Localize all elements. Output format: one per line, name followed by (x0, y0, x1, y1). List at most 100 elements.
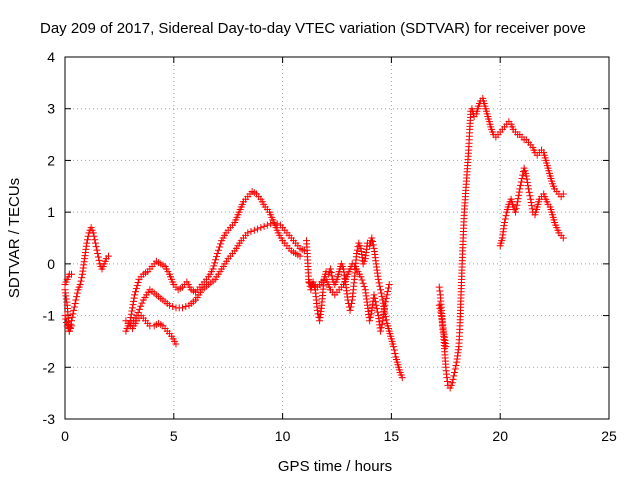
data-point (179, 304, 187, 312)
data-point (213, 250, 221, 258)
data-point (263, 221, 271, 229)
data-point (443, 374, 451, 382)
y-tick-label: 3 (47, 101, 55, 117)
data-point (165, 301, 173, 309)
data-point (435, 301, 443, 309)
data-point (451, 365, 459, 373)
data-point (214, 246, 222, 254)
data-point (527, 198, 535, 206)
data-point (73, 289, 81, 297)
data-point (385, 281, 393, 289)
data-point (353, 250, 361, 258)
data-point (376, 282, 384, 290)
data-point (131, 291, 139, 299)
data-point (210, 262, 218, 270)
y-tick-label: -1 (43, 308, 56, 324)
data-point (68, 313, 76, 321)
y-tick-labels: -3 -2 -1 0 1 2 3 4 (43, 49, 56, 427)
x-axis-title: GPS time / hours (278, 458, 392, 475)
data-point (390, 346, 398, 354)
data-point (247, 228, 255, 236)
data-point (129, 301, 137, 309)
data-point (501, 215, 509, 223)
data-point (70, 303, 78, 311)
data-point (78, 274, 86, 282)
data-point (69, 310, 77, 318)
data-point (452, 362, 460, 370)
data-point (383, 291, 391, 299)
data-point (270, 218, 278, 226)
data-point (132, 285, 140, 293)
y-axis-title: SDTVAR / TECUs (6, 178, 23, 298)
data-point (296, 252, 304, 260)
data-point (132, 288, 140, 296)
data-point (377, 327, 385, 335)
data-point (90, 232, 98, 240)
data-point (436, 305, 444, 313)
data-point (257, 224, 265, 232)
chart-title: Day 209 of 2017, Sidereal Day-to-day VTE… (40, 20, 586, 37)
data-point (514, 198, 522, 206)
data-point (89, 229, 97, 237)
data-point (448, 379, 456, 387)
data-point (328, 272, 336, 280)
y-tick-label: -2 (43, 359, 56, 375)
data-point (360, 282, 368, 290)
data-point (244, 229, 252, 237)
data-point (382, 294, 390, 302)
data-point (371, 298, 379, 306)
data-point (513, 201, 521, 209)
data-point (374, 308, 382, 316)
data-point (523, 178, 531, 186)
data-point (514, 195, 522, 203)
data-point (528, 202, 536, 210)
x-tick-label: 10 (275, 428, 291, 444)
data-point (377, 289, 385, 297)
x-tick-label: 0 (61, 428, 69, 444)
data-point (449, 375, 457, 383)
data-point (512, 205, 520, 213)
y-tick-label: -3 (43, 411, 56, 427)
x-tick-label: 15 (384, 428, 400, 444)
data-point (559, 190, 567, 198)
data-point (273, 220, 281, 228)
data-point (260, 222, 268, 230)
data-point (71, 300, 79, 308)
data-point (390, 343, 398, 351)
data-point (375, 279, 383, 287)
data-point (211, 259, 219, 267)
data-point (73, 293, 81, 301)
data-point (524, 182, 532, 190)
data-point (373, 305, 381, 313)
data-point (169, 303, 177, 311)
data-point (517, 181, 525, 189)
data-point (357, 273, 365, 281)
data-point (182, 303, 190, 311)
data-point (379, 296, 387, 304)
data-point (366, 317, 374, 325)
data-point (523, 175, 531, 183)
data-point (62, 315, 70, 323)
data-point (528, 205, 536, 213)
data-point (83, 236, 91, 244)
data-point (138, 299, 146, 307)
data-point (358, 276, 366, 284)
data-point (436, 287, 444, 295)
data-point (353, 246, 361, 254)
data-point (128, 304, 136, 312)
data-point (369, 241, 377, 249)
data-point (359, 279, 367, 287)
data-point (377, 324, 385, 332)
data-point (326, 265, 334, 273)
data-point (372, 301, 380, 309)
y-tick-label: 0 (47, 256, 55, 272)
data-point (378, 320, 386, 328)
data-point (371, 294, 379, 302)
data-point (327, 268, 335, 276)
data-point (68, 270, 76, 278)
data-point (526, 192, 534, 200)
data-point (366, 313, 374, 321)
data-point (250, 226, 258, 234)
data-point (511, 208, 519, 216)
data-point (128, 307, 136, 315)
